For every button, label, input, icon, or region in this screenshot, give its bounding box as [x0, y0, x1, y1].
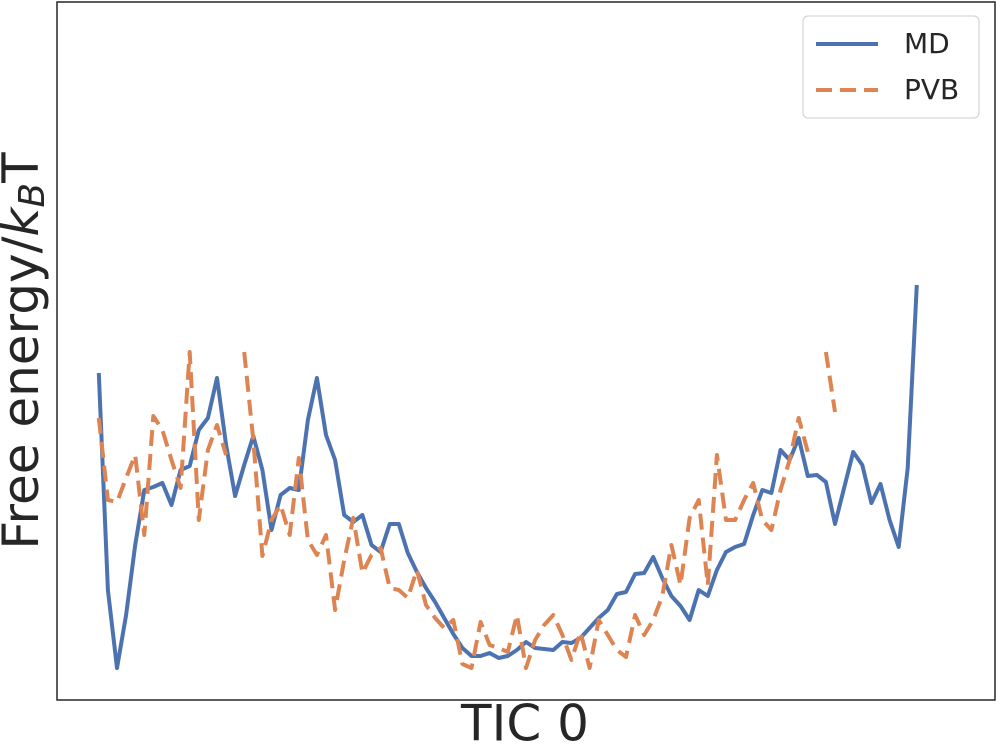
legend-label: MD	[904, 27, 950, 60]
x-axis-label: TIC 0	[460, 695, 589, 746]
y-axis-label: Free energy/kBT	[0, 152, 53, 550]
legend-box	[802, 15, 980, 119]
y-label-part: Free energy/	[0, 236, 50, 549]
legend-label: PVB	[904, 73, 959, 106]
line-series	[823, 351, 837, 413]
line-series	[96, 350, 229, 537]
y-label-part: B	[12, 183, 53, 208]
y-label-part: k	[0, 206, 50, 237]
y-label-part: T	[0, 152, 50, 184]
line-series	[96, 284, 919, 670]
line-series	[242, 351, 810, 670]
